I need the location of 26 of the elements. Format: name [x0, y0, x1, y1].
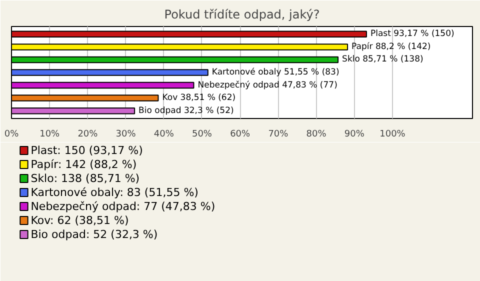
data-label: Sklo 85,71 % (138)	[342, 54, 424, 65]
data-label: Papír 88,2 % (142)	[352, 42, 431, 52]
x-tick-label: 70%	[268, 130, 289, 140]
x-tick-label: 20%	[78, 130, 98, 140]
legend-label: Kartonové obaly: 83 (51,55 %)	[30, 186, 198, 199]
legend-label: Bio odpad: 52 (32,3 %)	[30, 228, 158, 241]
x-tick-label: 10%	[40, 130, 60, 140]
x-tick-label: 50%	[192, 130, 212, 140]
data-label: Nebezpečný odpad 47,83 % (77)	[198, 80, 338, 90]
x-tick-label: 80%	[306, 130, 327, 140]
x-tick-label: 30%	[116, 130, 136, 140]
legend-label: Plast: 150 (93,17 %)	[30, 144, 143, 157]
legend-label: Papír: 142 (88,2 %)	[30, 158, 137, 171]
legend-label: Sklo: 138 (85,71 %)	[30, 172, 140, 185]
data-label: Kartonové obaly 51,55 % (83)	[212, 68, 340, 78]
x-tick-label: 40%	[154, 130, 174, 140]
chart-title: Pokud třídíte odpad, jaký?	[164, 8, 320, 22]
data-label: Bio odpad 32,3 % (52)	[138, 106, 234, 116]
legend-label: Nebezpečný odpad: 77 (47,83 %)	[30, 200, 216, 213]
x-tick-label: 0%	[4, 130, 20, 140]
data-label: Kov 38,51 % (62)	[162, 93, 236, 104]
legend-label: Kov: 62 (38,51 %)	[30, 214, 129, 227]
x-tick-label: 100%	[380, 130, 406, 140]
x-tick-label: 90%	[344, 130, 365, 140]
data-label: Plast 93,17 % (150)	[370, 29, 454, 40]
x-tick-label: 60%	[230, 130, 251, 140]
